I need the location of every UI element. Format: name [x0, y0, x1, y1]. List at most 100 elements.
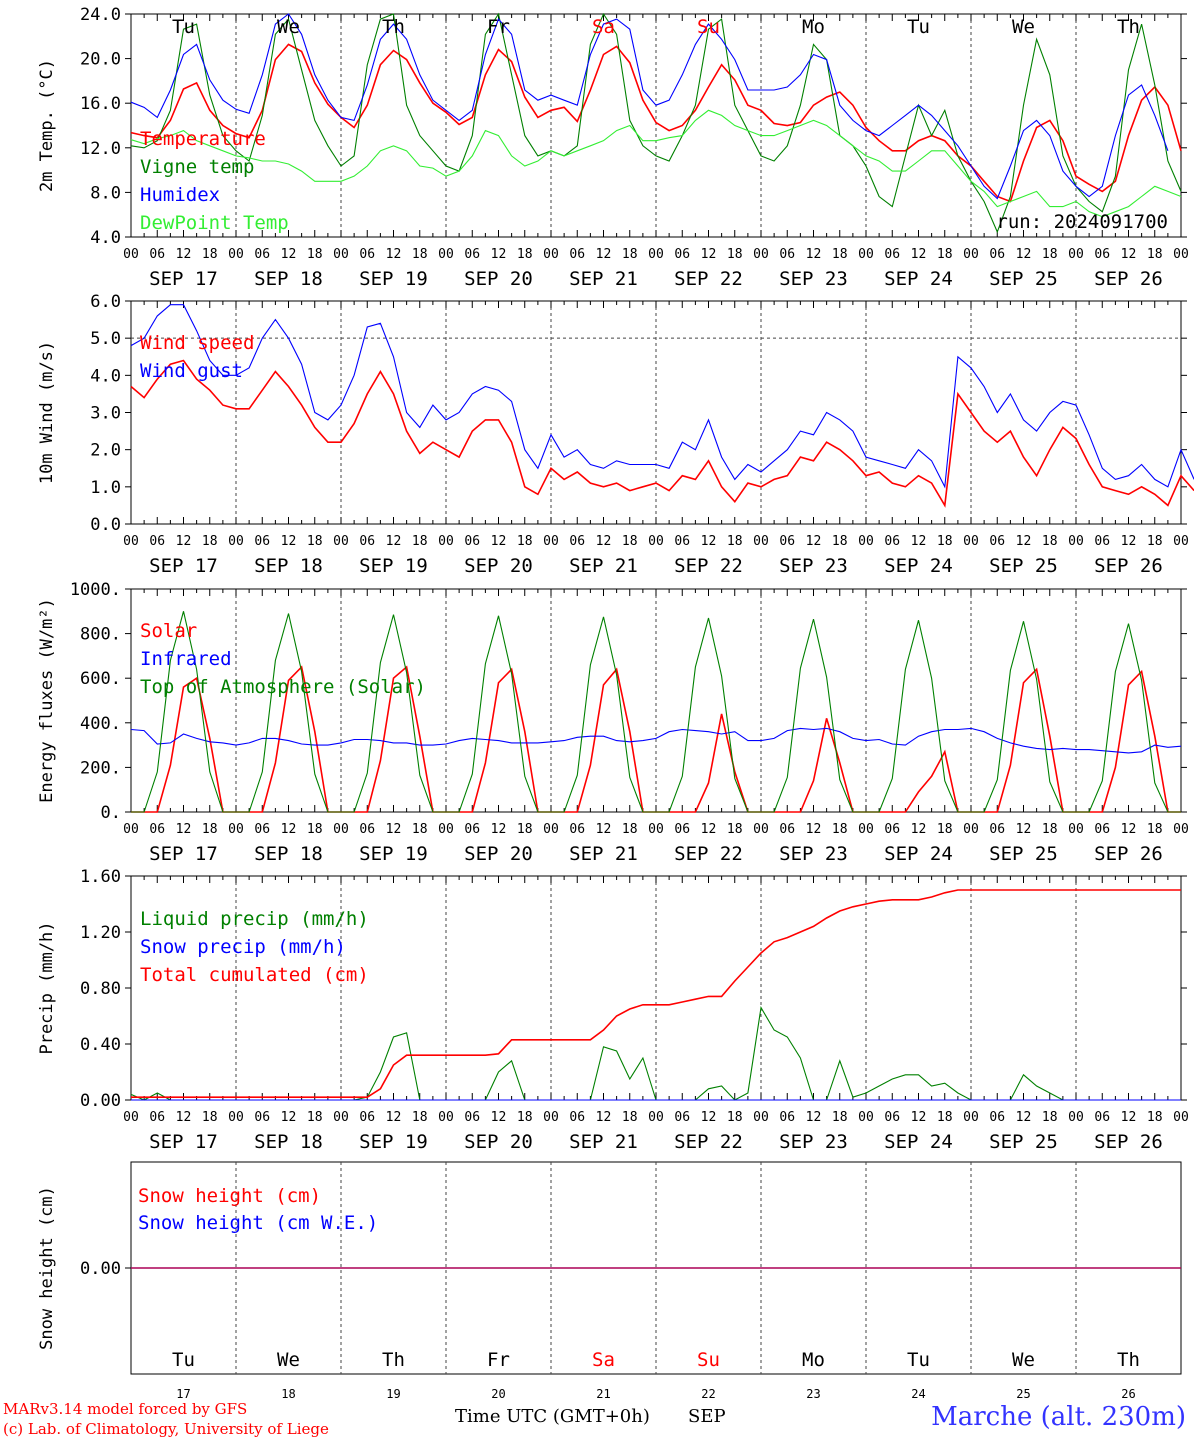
x-hour-label: 18 — [517, 822, 533, 837]
x-hour-label: 00 — [1068, 1110, 1084, 1125]
y-axis-title: 2m Temp. (°C) — [37, 59, 57, 192]
x-date-label: SEP 19 — [359, 555, 428, 577]
x-hour-label: 18 — [202, 1110, 218, 1125]
day-number-label: 22 — [701, 1387, 715, 1401]
x-hour-label: 06 — [989, 822, 1005, 837]
x-hour-label: 12 — [1121, 1110, 1137, 1125]
x-hour-label: 18 — [622, 534, 638, 549]
day-number-label: 19 — [386, 1387, 400, 1401]
x-hour-label: 18 — [1042, 822, 1058, 837]
x-hour-label: 18 — [307, 247, 323, 262]
x-date-label: SEP 20 — [464, 268, 533, 290]
x-hour-label: 18 — [937, 534, 953, 549]
x-hour-label: 06 — [569, 822, 585, 837]
x-hour-label: 06 — [359, 822, 375, 837]
series-line-humidex — [130, 13, 1169, 200]
y-axis-title: 10m Wind (m/s) — [37, 341, 57, 484]
x-hour-label: 06 — [1094, 534, 1110, 549]
y-tick-label: 1.60 — [80, 867, 121, 887]
x-hour-label: 00 — [1068, 247, 1084, 262]
x-hour-label: 06 — [359, 247, 375, 262]
x-hour-label: 00 — [228, 247, 244, 262]
weekday-label: Tu — [172, 1349, 195, 1371]
series-line-wind-gust — [130, 304, 1194, 489]
legend-entry: Total cumulated (cm) — [140, 964, 369, 986]
legend-entry: DewPoint Temp — [140, 212, 289, 234]
x-hour-label: 12 — [701, 1110, 717, 1125]
y-tick-label: 16.0 — [80, 94, 121, 114]
x-hour-label: 12 — [386, 534, 402, 549]
x-hour-label: 00 — [438, 247, 454, 262]
x-hour-label: 18 — [727, 1110, 743, 1125]
y-tick-label: 3.0 — [90, 404, 121, 424]
x-date-label: SEP 21 — [569, 843, 638, 865]
x-hour-label: 06 — [1094, 1110, 1110, 1125]
x-hour-label: 00 — [858, 247, 874, 262]
y-tick-label: 24.0 — [80, 5, 121, 25]
x-hour-label: 18 — [412, 822, 428, 837]
x-date-label: SEP 23 — [779, 843, 848, 865]
x-hour-label: 18 — [1042, 247, 1058, 262]
x-hour-label: 06 — [359, 534, 375, 549]
x-hour-label: 12 — [911, 247, 927, 262]
x-hour-label: 18 — [937, 247, 953, 262]
x-hour-label: 06 — [149, 247, 165, 262]
x-hour-label: 00 — [543, 534, 559, 549]
x-hour-label: 06 — [779, 822, 795, 837]
series-line-temperature — [130, 43, 1182, 203]
series-line-vigne-temp — [130, 12, 1182, 234]
x-date-label: SEP 21 — [569, 1131, 638, 1153]
x-date-label: SEP 24 — [884, 843, 953, 865]
x-hour-label: 12 — [1121, 534, 1137, 549]
day-number-label: 17 — [176, 1387, 190, 1401]
legend-entry: Snow height (cm W.E.) — [138, 1212, 378, 1234]
x-hour-label: 06 — [884, 822, 900, 837]
series-line-total-cumulated-cm- — [131, 889, 1181, 1098]
x-date-label: SEP 22 — [674, 843, 743, 865]
x-hour-label: 18 — [727, 822, 743, 837]
x-hour-label: 00 — [963, 534, 979, 549]
x-date-label: SEP 17 — [149, 268, 218, 290]
x-date-label: SEP 22 — [674, 268, 743, 290]
weekday-label: Fr — [487, 16, 510, 38]
weekday-label: Fr — [487, 1349, 510, 1371]
x-hour-label: 12 — [386, 247, 402, 262]
x-hour-label: 12 — [491, 247, 507, 262]
x-hour-label: 18 — [832, 534, 848, 549]
y-tick-label: 800. — [80, 625, 121, 645]
x-hour-label: 00 — [858, 822, 874, 837]
x-date-label: SEP 26 — [1094, 1131, 1163, 1153]
weekday-label: Th — [382, 1349, 405, 1371]
x-date-label: SEP 18 — [254, 555, 323, 577]
x-date-label: SEP 26 — [1094, 555, 1163, 577]
x-date-label: SEP 20 — [464, 555, 533, 577]
x-hour-label: 18 — [832, 822, 848, 837]
x-hour-label: 18 — [1147, 1110, 1163, 1125]
x-hour-label: 18 — [1147, 534, 1163, 549]
x-hour-label: 00 — [1173, 822, 1189, 837]
legend-entry: Temperature — [140, 128, 266, 150]
day-number-label: 18 — [281, 1387, 295, 1401]
series-line-dewpoint-temp — [130, 109, 1182, 218]
x-hour-label: 12 — [1016, 247, 1032, 262]
x-hour-label: 18 — [727, 534, 743, 549]
x-hour-label: 18 — [412, 534, 428, 549]
x-hour-label: 12 — [911, 1110, 927, 1125]
x-hour-label: 12 — [281, 822, 297, 837]
x-hour-label: 06 — [464, 1110, 480, 1125]
legend-entry: Solar — [140, 620, 197, 642]
x-hour-label: 18 — [307, 822, 323, 837]
x-hour-label: 06 — [989, 534, 1005, 549]
x-hour-label: 12 — [806, 822, 822, 837]
x-hour-label: 18 — [1042, 1110, 1058, 1125]
x-hour-label: 18 — [1042, 534, 1058, 549]
x-date-label: SEP 25 — [989, 268, 1058, 290]
day-number-label: 21 — [596, 1387, 610, 1401]
station-name: Marche (alt. 230m) — [931, 1402, 1186, 1432]
x-hour-label: 00 — [123, 247, 139, 262]
x-hour-label: 00 — [333, 822, 349, 837]
day-number-label: 26 — [1121, 1387, 1135, 1401]
x-date-label: SEP 17 — [149, 1131, 218, 1153]
x-hour-label: 00 — [858, 1110, 874, 1125]
y-tick-label: 4.0 — [90, 366, 121, 386]
